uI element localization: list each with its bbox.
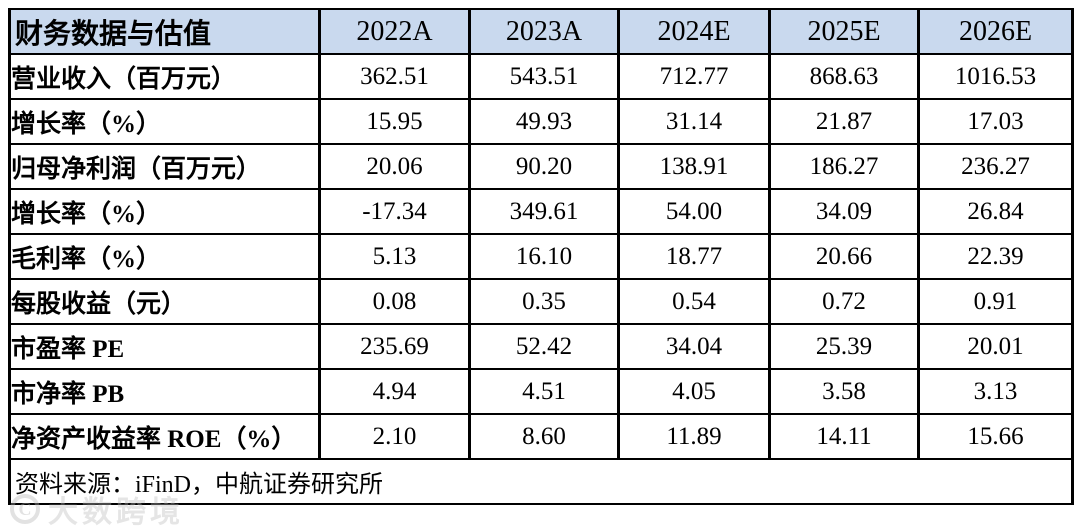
cell-value: 15.66 bbox=[917, 413, 1074, 460]
table-title: 财务数据与估值 bbox=[8, 8, 321, 55]
cell-value: 20.66 bbox=[768, 233, 920, 280]
cell-value: 90.20 bbox=[468, 143, 620, 190]
cell-value: 17.03 bbox=[917, 98, 1074, 145]
cell-value: 3.58 bbox=[768, 368, 920, 415]
column-header-2023a: 2023A bbox=[468, 8, 620, 55]
cell-value: 25.39 bbox=[768, 323, 920, 370]
cell-value: 0.54 bbox=[617, 278, 771, 325]
row-label: 净资产收益率 ROE（%） bbox=[8, 413, 321, 460]
row-label: 营业收入（百万元） bbox=[8, 53, 321, 100]
cell-value: 3.13 bbox=[917, 368, 1074, 415]
table-row-pb: 市净率 PB 4.94 4.51 4.05 3.58 3.13 bbox=[8, 368, 1074, 415]
cell-value: 1016.53 bbox=[917, 53, 1074, 100]
cell-value: 2.10 bbox=[318, 413, 471, 460]
cell-value: 4.51 bbox=[468, 368, 620, 415]
cell-value: 349.61 bbox=[468, 188, 620, 235]
table-row-revenue: 营业收入（百万元） 362.51 543.51 712.77 868.63 10… bbox=[8, 53, 1074, 100]
row-label: 增长率（%） bbox=[8, 98, 321, 145]
row-label: 增长率（%） bbox=[8, 188, 321, 235]
cell-value: 26.84 bbox=[917, 188, 1074, 235]
table-row-net-profit: 归母净利润（百万元） 20.06 90.20 138.91 186.27 236… bbox=[8, 143, 1074, 190]
cell-value: 11.89 bbox=[617, 413, 771, 460]
table-row-pe: 市盈率 PE 235.69 52.42 34.04 25.39 20.01 bbox=[8, 323, 1074, 370]
cell-value: 0.35 bbox=[468, 278, 620, 325]
table-row-profit-growth: 增长率（%） -17.34 349.61 54.00 34.09 26.84 bbox=[8, 188, 1074, 235]
cell-value: 54.00 bbox=[617, 188, 771, 235]
cell-value: 18.77 bbox=[617, 233, 771, 280]
cell-value: 8.60 bbox=[468, 413, 620, 460]
cell-value: 15.95 bbox=[318, 98, 471, 145]
table-header-row: 财务数据与估值 2022A 2023A 2024E 2025E 2026E bbox=[8, 8, 1074, 55]
column-header-2025e: 2025E bbox=[768, 8, 920, 55]
table-footer-row: 资料来源：iFinD，中航证券研究所 bbox=[8, 458, 1074, 505]
column-header-2022a: 2022A bbox=[318, 8, 471, 55]
column-header-2026e: 2026E bbox=[917, 8, 1074, 55]
column-header-2024e: 2024E bbox=[617, 8, 771, 55]
cell-value: 138.91 bbox=[617, 143, 771, 190]
row-label: 市盈率 PE bbox=[8, 323, 321, 370]
cell-value: 543.51 bbox=[468, 53, 620, 100]
financial-valuation-table: 财务数据与估值 2022A 2023A 2024E 2025E 2026E 营业… bbox=[8, 8, 1074, 505]
cell-value: 0.08 bbox=[318, 278, 471, 325]
source-note: 资料来源：iFinD，中航证券研究所 bbox=[8, 458, 1074, 505]
cell-value: 186.27 bbox=[768, 143, 920, 190]
cell-value: 362.51 bbox=[318, 53, 471, 100]
cell-value: 14.11 bbox=[768, 413, 920, 460]
cell-value: 22.39 bbox=[917, 233, 1074, 280]
cell-value: 235.69 bbox=[318, 323, 471, 370]
cell-value: -17.34 bbox=[318, 188, 471, 235]
table-row-eps: 每股收益（元） 0.08 0.35 0.54 0.72 0.91 bbox=[8, 278, 1074, 325]
table-row-revenue-growth: 增长率（%） 15.95 49.93 31.14 21.87 17.03 bbox=[8, 98, 1074, 145]
table-row-roe: 净资产收益率 ROE（%） 2.10 8.60 11.89 14.11 15.6… bbox=[8, 413, 1074, 460]
cell-value: 20.06 bbox=[318, 143, 471, 190]
cell-value: 52.42 bbox=[468, 323, 620, 370]
cell-value: 4.94 bbox=[318, 368, 471, 415]
row-label: 每股收益（元） bbox=[8, 278, 321, 325]
cell-value: 236.27 bbox=[917, 143, 1074, 190]
cell-value: 34.04 bbox=[617, 323, 771, 370]
cell-value: 868.63 bbox=[768, 53, 920, 100]
cell-value: 31.14 bbox=[617, 98, 771, 145]
table-row-gross-margin: 毛利率（%） 5.13 16.10 18.77 20.66 22.39 bbox=[8, 233, 1074, 280]
cell-value: 34.09 bbox=[768, 188, 920, 235]
cell-value: 21.87 bbox=[768, 98, 920, 145]
cell-value: 4.05 bbox=[617, 368, 771, 415]
cell-value: 5.13 bbox=[318, 233, 471, 280]
cell-value: 712.77 bbox=[617, 53, 771, 100]
cell-value: 49.93 bbox=[468, 98, 620, 145]
cell-value: 0.72 bbox=[768, 278, 920, 325]
row-label: 归母净利润（百万元） bbox=[8, 143, 321, 190]
cell-value: 16.10 bbox=[468, 233, 620, 280]
cell-value: 20.01 bbox=[917, 323, 1074, 370]
row-label: 毛利率（%） bbox=[8, 233, 321, 280]
cell-value: 0.91 bbox=[917, 278, 1074, 325]
row-label: 市净率 PB bbox=[8, 368, 321, 415]
